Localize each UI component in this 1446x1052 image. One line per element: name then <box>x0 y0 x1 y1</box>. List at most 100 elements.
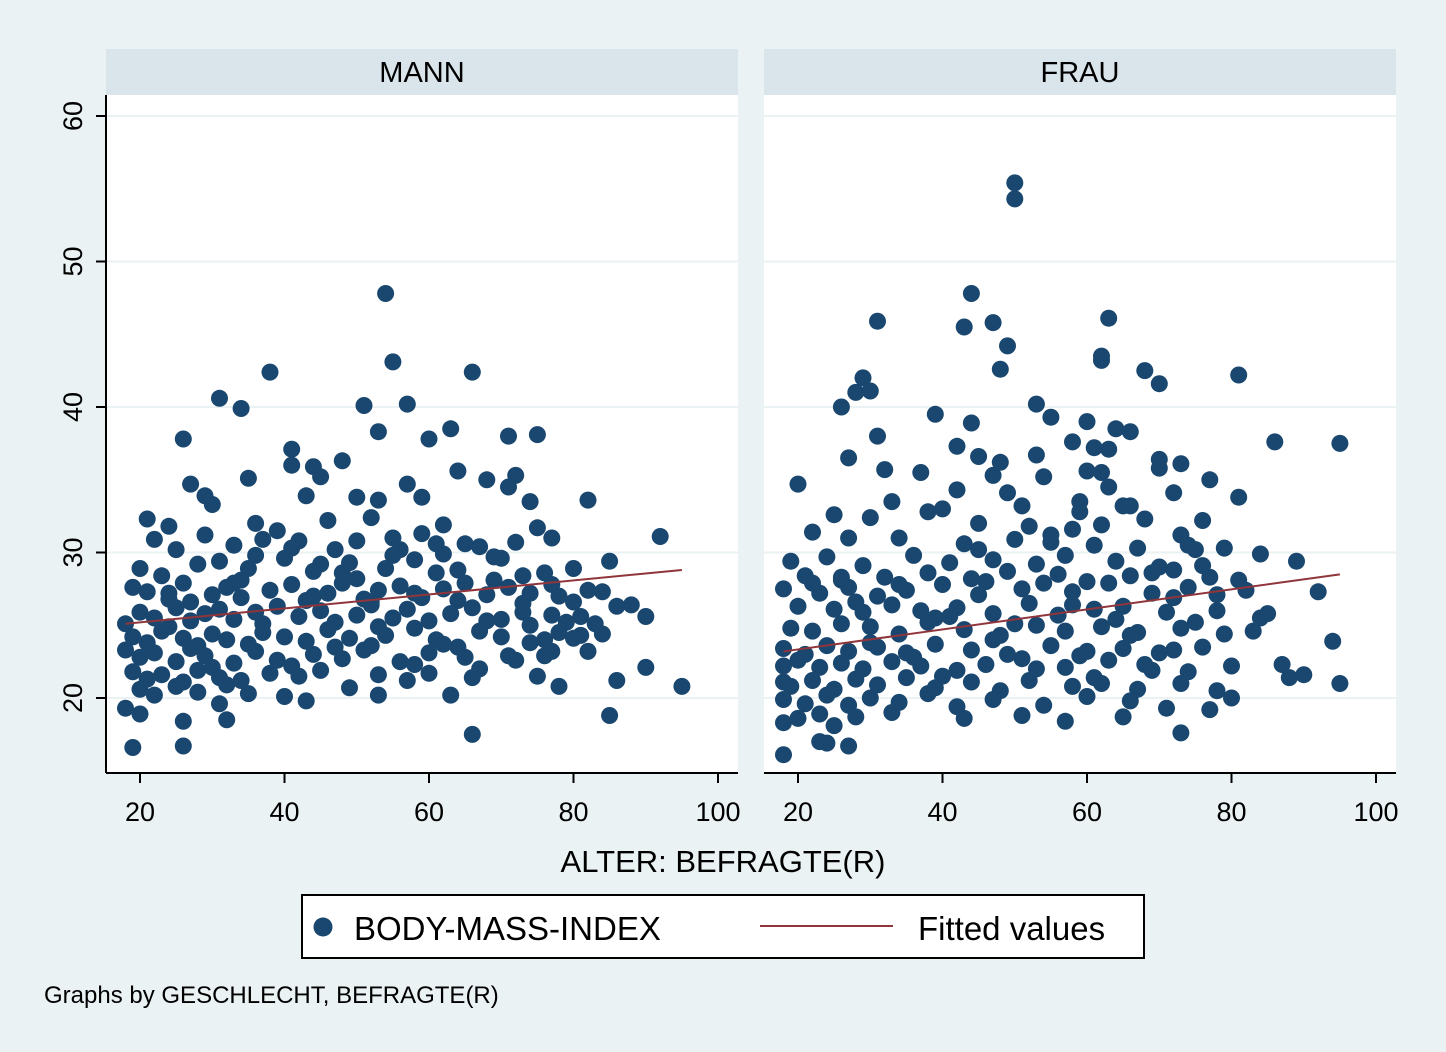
data-point <box>962 570 980 588</box>
data-point <box>174 574 192 592</box>
data-point <box>145 686 163 704</box>
data-point <box>398 672 416 689</box>
data-point <box>1143 584 1161 602</box>
data-point <box>782 677 800 695</box>
data-point <box>1114 597 1132 615</box>
x-tick-label: 20 <box>125 797 155 827</box>
data-point <box>261 581 279 599</box>
data-point <box>528 667 546 685</box>
data-point <box>1085 669 1103 687</box>
data-point <box>1035 468 1053 486</box>
data-point <box>847 383 865 401</box>
data-point <box>384 353 402 371</box>
data-point <box>211 695 228 713</box>
data-point <box>608 672 626 689</box>
data-point <box>804 574 821 592</box>
data-point <box>1093 464 1110 481</box>
data-point <box>174 737 192 755</box>
data-point <box>160 584 178 602</box>
data-point <box>463 599 481 617</box>
data-point <box>362 509 380 527</box>
data-point <box>1194 638 1212 656</box>
data-point <box>247 546 265 564</box>
data-point <box>268 522 286 540</box>
data-point <box>391 541 409 559</box>
data-point <box>189 661 207 679</box>
data-point <box>934 667 951 685</box>
data-point <box>348 570 366 588</box>
data-point <box>211 389 228 407</box>
data-point <box>565 629 582 647</box>
data-point <box>521 616 539 634</box>
data-point <box>1186 613 1204 631</box>
y-tick-label: 30 <box>58 537 88 567</box>
data-point <box>579 491 597 509</box>
data-point <box>1121 626 1139 644</box>
data-point <box>825 506 843 524</box>
data-point <box>825 600 843 618</box>
data-point <box>283 539 301 557</box>
data-point <box>782 619 800 637</box>
data-point <box>434 580 452 598</box>
data-point <box>355 397 373 414</box>
data-point <box>775 714 792 732</box>
panel-frau: FRAU 20 40 60 80 100 <box>764 49 1399 827</box>
data-point <box>232 571 250 589</box>
data-point <box>1136 362 1154 380</box>
data-point <box>471 660 489 678</box>
data-point <box>1172 724 1190 742</box>
data-point <box>1100 651 1118 669</box>
data-point <box>832 654 850 672</box>
data-point <box>543 606 561 624</box>
data-point <box>492 610 510 628</box>
data-point <box>1100 478 1118 496</box>
data-point <box>1324 632 1342 650</box>
data-point <box>1266 433 1284 451</box>
data-point <box>160 517 178 535</box>
data-point <box>145 644 163 662</box>
data-point <box>232 400 250 417</box>
data-point <box>391 653 409 671</box>
data-point <box>1020 594 1038 612</box>
data-point <box>840 449 858 467</box>
data-point <box>601 552 619 570</box>
data-point <box>869 427 886 445</box>
data-point <box>167 653 185 671</box>
data-point <box>434 545 452 563</box>
data-point <box>297 487 315 505</box>
data-point <box>1013 650 1031 668</box>
data-point <box>297 632 315 650</box>
data-point <box>926 609 944 627</box>
data-point <box>1295 666 1313 684</box>
data-point <box>333 452 351 470</box>
data-point <box>312 468 330 486</box>
data-point <box>1143 661 1161 679</box>
data-point <box>1107 552 1125 570</box>
data-point <box>789 597 807 615</box>
x-tick-label: 80 <box>1216 797 1246 827</box>
legend-label-fitted: Fitted values <box>918 910 1105 947</box>
data-point <box>514 567 532 585</box>
data-point <box>225 610 243 628</box>
data-point <box>1121 423 1139 441</box>
data-point <box>442 686 460 704</box>
data-point <box>203 496 221 513</box>
data-point <box>261 664 279 682</box>
data-point <box>283 576 301 593</box>
data-point <box>818 548 836 566</box>
data-point <box>775 691 792 708</box>
data-point <box>167 541 185 559</box>
data-point <box>1093 516 1110 534</box>
data-point <box>456 535 474 553</box>
data-point <box>999 562 1016 580</box>
data-point <box>1107 610 1125 628</box>
data-point <box>565 593 582 611</box>
data-point <box>1230 488 1248 506</box>
data-point <box>854 369 872 387</box>
x-tick-label: 60 <box>414 797 444 827</box>
data-point <box>1223 657 1240 675</box>
data-point <box>1309 583 1327 601</box>
fitted-line <box>783 573 1341 653</box>
data-point <box>804 523 821 541</box>
data-point <box>847 708 865 726</box>
